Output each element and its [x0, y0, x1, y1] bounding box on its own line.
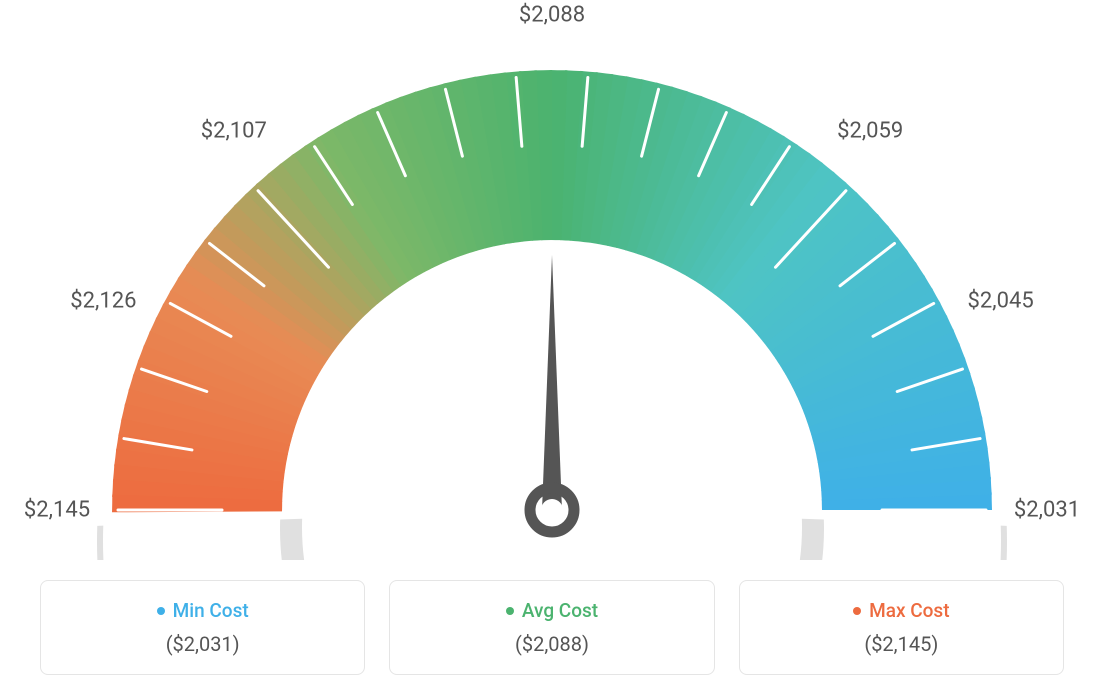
legend-title-avg: Avg Cost [522, 599, 598, 622]
gauge-tick-label: $2,045 [968, 288, 1034, 313]
legend-value-min: ($2,031) [53, 632, 352, 656]
legend-card-avg: Avg Cost ($2,088) [389, 580, 714, 675]
gauge-svg [0, 0, 1104, 560]
legend-row: Min Cost ($2,031) Avg Cost ($2,088) Max … [0, 580, 1104, 675]
gauge-tick-label: $2,059 [837, 118, 903, 143]
gauge-chart: $2,031 $2,045 $2,059 $2,088 $2,107 $2,126 $2,1… [0, 0, 1104, 560]
legend-title-min: Min Cost [173, 599, 249, 622]
gauge-tick-label: $2,107 [201, 118, 267, 143]
gauge-tick-label: $2,031 [1014, 498, 1080, 523]
gauge-tick-label: $2,126 [70, 288, 136, 313]
legend-card-max: Max Cost ($2,145) [739, 580, 1064, 675]
min-dot-icon [157, 607, 165, 615]
legend-title-max: Max Cost [869, 599, 949, 622]
gauge-tick-label: $2,088 [519, 3, 585, 28]
gauge-tick-label: $2,145 [24, 498, 90, 523]
legend-value-avg: ($2,088) [402, 632, 701, 656]
max-dot-icon [853, 607, 861, 615]
legend-card-min: Min Cost ($2,031) [40, 580, 365, 675]
avg-dot-icon [506, 607, 514, 615]
legend-value-max: ($2,145) [752, 632, 1051, 656]
